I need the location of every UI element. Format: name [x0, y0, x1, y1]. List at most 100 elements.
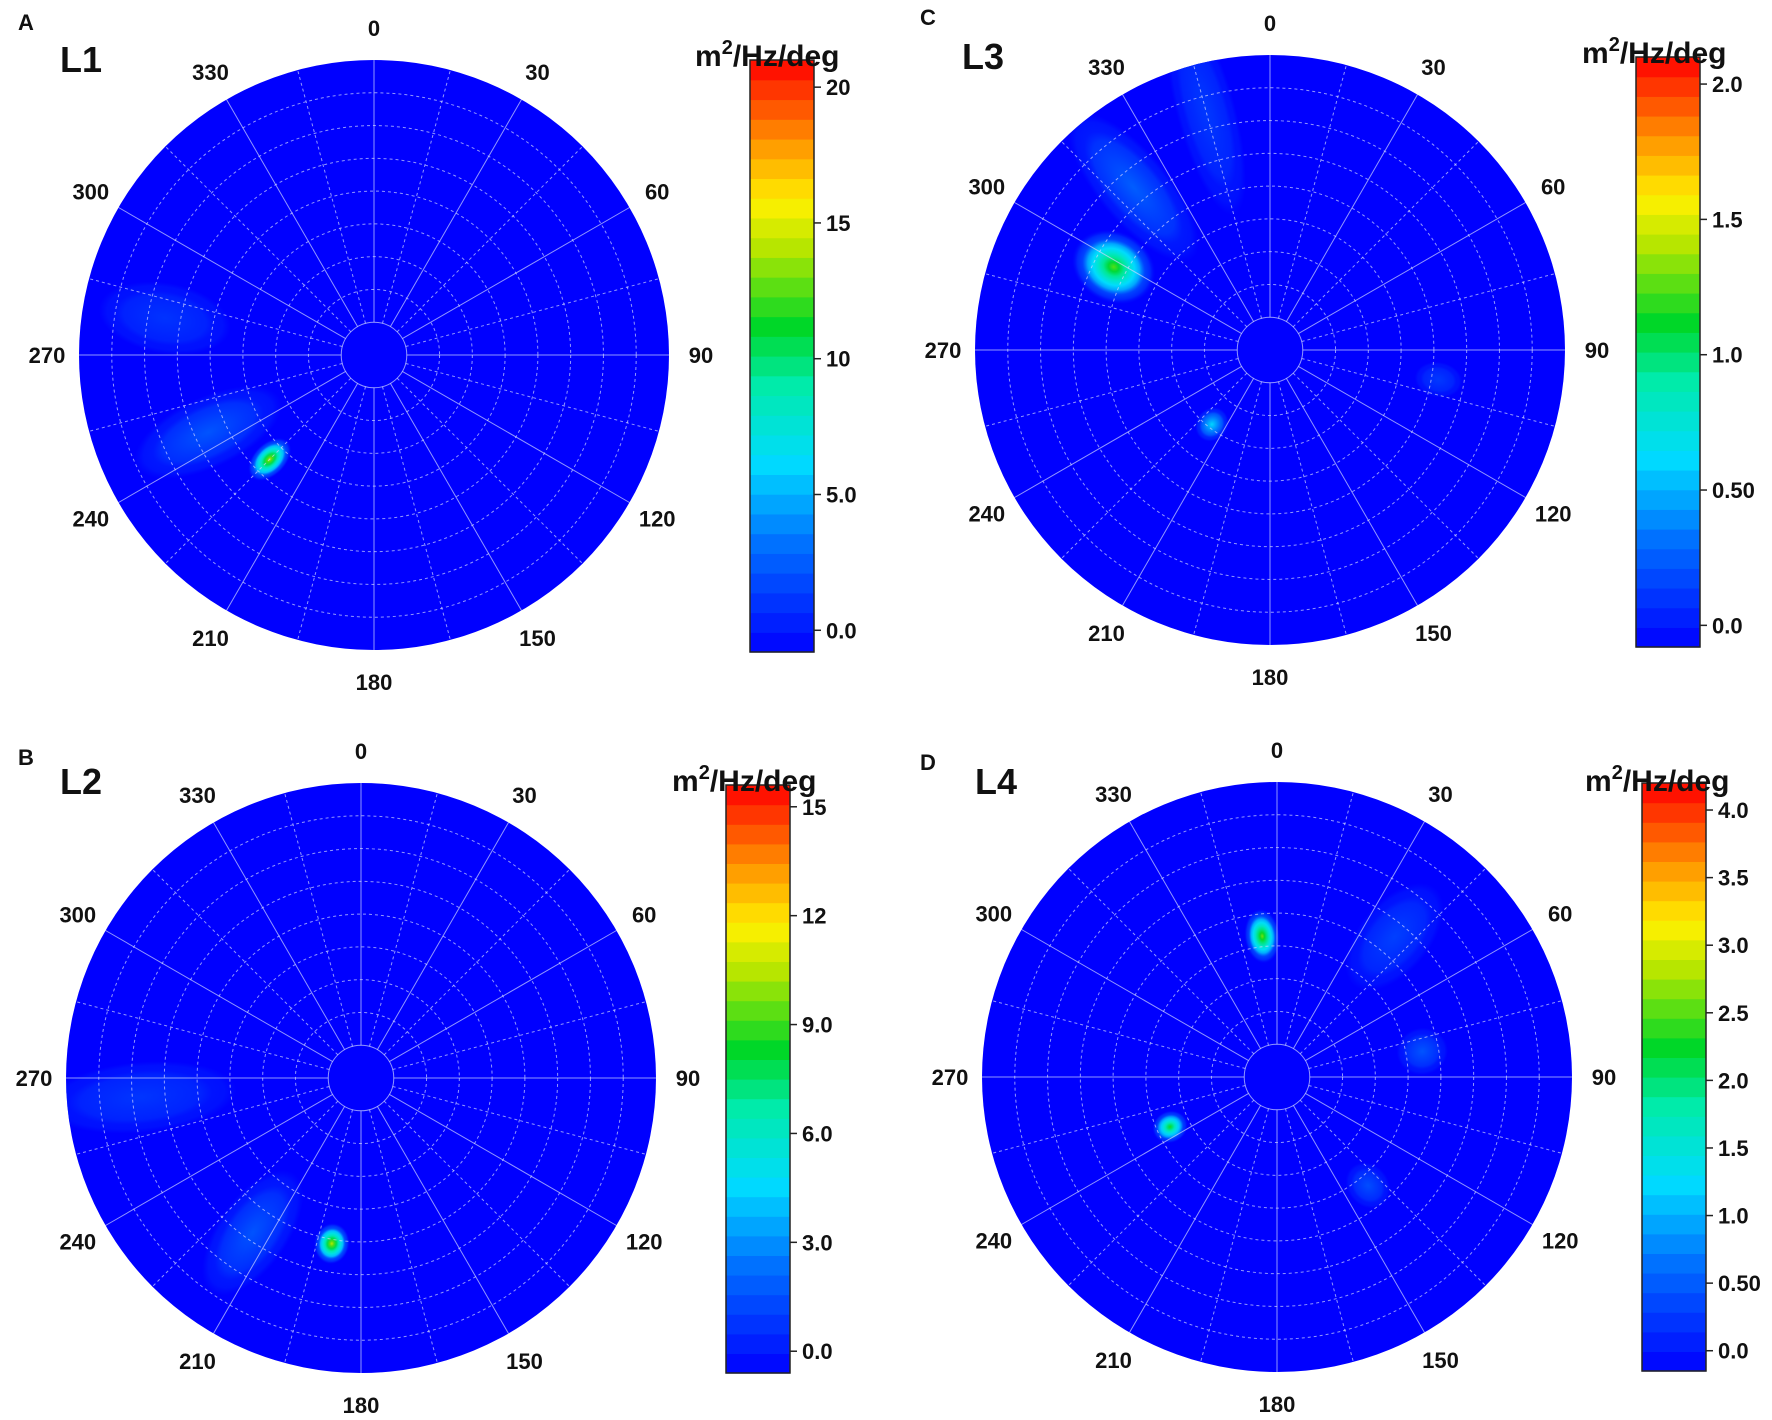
angle-label: 270	[925, 338, 962, 363]
grid-spoke	[389, 1093, 617, 1226]
grid-spoke	[105, 1093, 333, 1226]
spectral-peak	[1244, 909, 1281, 964]
angle-label: 300	[59, 903, 96, 928]
polar-grid	[79, 60, 669, 650]
colorbar-tick-label: 0.50	[1718, 1271, 1761, 1296]
colorbar-band	[1642, 1292, 1706, 1313]
colorbar-band	[726, 1235, 790, 1256]
grid-spoke	[1278, 64, 1347, 319]
grid-spoke	[165, 146, 352, 333]
colorbar-tick-label: 0.0	[1712, 613, 1743, 638]
colorbar-band	[1642, 1214, 1706, 1235]
colorbar-band	[750, 553, 814, 574]
panel-title: L3	[962, 36, 1004, 77]
angle-label: 180	[1252, 665, 1289, 690]
angle-label: 120	[626, 1230, 663, 1255]
colorbar-band	[1636, 293, 1700, 314]
panel-title: L1	[60, 39, 102, 80]
spectral-peak	[314, 1223, 350, 1265]
colorbar-band	[750, 632, 814, 653]
colorbar-band	[726, 1000, 790, 1021]
colorbar-tick-label: 3.0	[1718, 933, 1749, 958]
grid-spoke	[389, 930, 617, 1063]
colorbar-band	[1642, 1057, 1706, 1078]
grid-spoke	[1021, 1092, 1249, 1225]
grid-spoke	[1285, 1108, 1354, 1363]
colorbar-band	[750, 217, 814, 239]
angle-label: 120	[1542, 1229, 1579, 1254]
colorbar-band	[1642, 1351, 1706, 1372]
colorbar-tick-label: 0.0	[1718, 1339, 1749, 1364]
grid-spoke	[105, 930, 333, 1063]
grid-spoke	[1292, 821, 1425, 1049]
colorbar: 0.0 0.50 1.0 1.5 2.0	[1635, 56, 1755, 648]
colorbar-band	[750, 138, 814, 160]
colorbar-band	[750, 316, 814, 337]
grid-spoke	[1285, 791, 1354, 1046]
colorbar-band	[750, 99, 814, 120]
panel-letter: D	[920, 750, 936, 775]
grid-spoke	[1285, 94, 1418, 322]
colorbar-band	[1636, 371, 1700, 392]
angle-label: 120	[1535, 502, 1572, 527]
colorbar-band	[1642, 1175, 1706, 1196]
panel-c: C L3 0 30 60 90 120 150 180 210 240 270 300 330 0.0 0.5…	[920, 5, 1755, 690]
grid-spoke	[383, 1100, 570, 1287]
angle-label: 60	[632, 903, 656, 928]
colorbar-band	[726, 1157, 790, 1178]
grid-spoke	[376, 822, 509, 1050]
angle-label: 240	[72, 507, 109, 532]
grid-spoke	[88, 363, 343, 432]
colorbar-band	[750, 178, 814, 199]
grid-spoke	[382, 69, 451, 324]
colorbar-band	[1636, 548, 1700, 569]
colorbar-band	[726, 785, 790, 806]
grid-spoke	[118, 370, 346, 503]
colorbar-band	[726, 883, 790, 904]
colorbar-band	[1636, 155, 1700, 176]
colorbar-band	[750, 395, 814, 416]
colorbar-tick-label: 2.5	[1718, 1001, 1749, 1026]
colorbar-band	[726, 1098, 790, 1119]
grid-spoke	[991, 1000, 1246, 1069]
colorbar-band	[1636, 607, 1700, 628]
angle-label: 180	[343, 1393, 380, 1418]
grid-spoke	[1193, 64, 1262, 319]
angle-label: 180	[1259, 1392, 1296, 1417]
colorbar-tick-label: 9.0	[802, 1013, 833, 1038]
angle-label: 270	[29, 343, 66, 368]
colorbar-band	[726, 1177, 790, 1198]
grid-spoke	[152, 869, 339, 1056]
colorbar-tick-label: 3.5	[1718, 866, 1749, 891]
grid-spoke	[213, 1106, 346, 1334]
grid-spoke	[1021, 929, 1249, 1062]
angle-label: 150	[1415, 621, 1452, 646]
grid-spoke	[1299, 1099, 1486, 1286]
panel-d: D L4 0 30 60 90 120 150 180 210 240 270 300 330 0.0 0.5…	[920, 738, 1761, 1417]
colorbar-band	[1642, 1312, 1706, 1333]
colorbar-band	[750, 336, 814, 357]
colorbar-tick-label: 1.0	[1712, 343, 1743, 368]
grid-spoke	[284, 792, 353, 1047]
spectral-peak	[98, 281, 231, 355]
colorbar-band	[1642, 998, 1706, 1019]
colorbar-band	[1642, 1116, 1706, 1137]
angle-label: 300	[72, 180, 109, 205]
angle-label: 240	[975, 1229, 1012, 1254]
grid-spoke	[297, 69, 366, 324]
grid-spoke	[369, 792, 438, 1047]
colorbar-band	[1642, 1253, 1706, 1274]
grid-spoke	[1292, 1105, 1425, 1333]
grid-spoke	[402, 207, 630, 340]
grid-spoke	[1200, 791, 1269, 1046]
panel-a: A L1 0 30 60 90 120 150 180 210 240 270 300 330 0.0 5.0…	[18, 10, 857, 695]
angle-label: 0	[1271, 738, 1283, 763]
colorbar-band	[1642, 1233, 1706, 1254]
angle-label: 0	[355, 739, 367, 764]
angle-label: 330	[192, 60, 229, 85]
grid-spoke	[392, 1001, 647, 1070]
spectrum-contours	[66, 1061, 350, 1296]
colorbar-tick-label: 15	[802, 795, 826, 820]
grid-spoke	[1308, 1000, 1563, 1069]
